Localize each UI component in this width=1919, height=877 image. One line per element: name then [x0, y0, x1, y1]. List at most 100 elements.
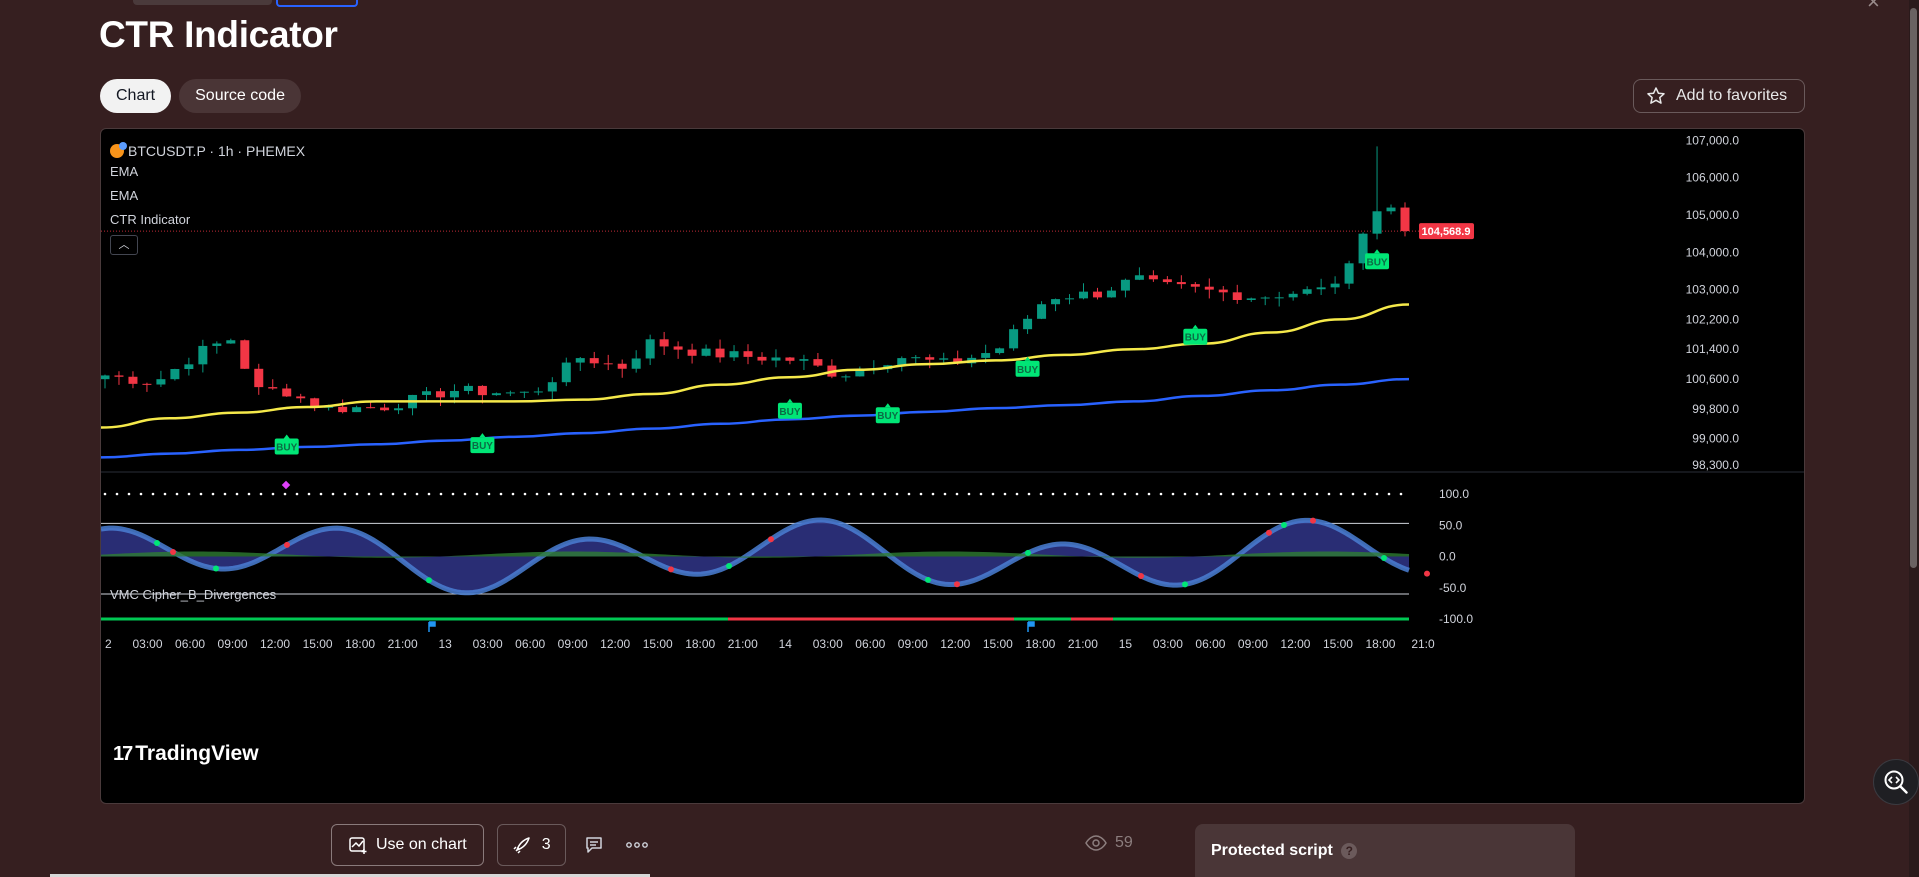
osc-dot: [475, 492, 479, 496]
wave-signal-dot: [426, 577, 432, 584]
candle-body: [101, 375, 110, 380]
use-on-chart-button[interactable]: Use on chart: [331, 824, 484, 866]
legend-symbol-row[interactable]: BTCUSDT.P · 1h · PHEMEX: [110, 139, 305, 163]
horizontal-scrollbar[interactable]: [50, 874, 650, 877]
chart-canvas[interactable]: 107,000.0 106,000.0 105,000.0 104,000.0 103,…: [101, 129, 1805, 804]
buy-signal-badge: [1015, 360, 1040, 377]
chevron-up-icon[interactable]: ︿: [110, 235, 138, 255]
comments-icon[interactable]: [579, 824, 609, 866]
buy-signal-label: BUY: [276, 442, 297, 453]
osc-dot: [823, 492, 827, 496]
buy-signal-badge: [777, 402, 802, 419]
candle-body: [1288, 293, 1298, 298]
ema-fast-line: [101, 303, 1410, 429]
wave-signal-dot: [1281, 522, 1287, 529]
osc-dot: [979, 492, 983, 496]
candle-body: [673, 346, 683, 350]
browser-tab-active[interactable]: [276, 0, 358, 7]
boost-button[interactable]: 3: [496, 824, 566, 866]
legend-ema-slow[interactable]: EMA: [110, 188, 139, 203]
candle-body: [366, 407, 376, 409]
time-tick-label: 15:00: [1323, 637, 1353, 651]
rocket-icon: [513, 837, 530, 854]
bitcoin-icon: [110, 142, 127, 158]
wave-signal-dot: [726, 562, 732, 569]
osc-dot: [967, 492, 971, 496]
candle-body: [1078, 291, 1088, 299]
osc-dot: [763, 492, 767, 496]
osc-dot: [595, 492, 599, 496]
osc-dot: [1039, 492, 1043, 496]
oscillator-label[interactable]: VMC Cipher_B_Divergences: [110, 587, 277, 602]
page-scrollbar[interactable]: [1909, 0, 1919, 877]
osc-dot: [295, 492, 299, 496]
chart-widget[interactable]: 107,000.0 106,000.0 105,000.0 104,000.0 103,…: [100, 128, 1805, 804]
osc-dot: [331, 492, 335, 496]
candle-body: [156, 379, 166, 385]
buy-signal-label: BUY: [1366, 257, 1387, 268]
wave-signal-dot: [954, 581, 960, 588]
tradingview-mark-icon: 17: [113, 742, 133, 765]
add-to-favorites-button[interactable]: Add to favorites: [1633, 79, 1805, 113]
osc-dot: [739, 492, 743, 496]
candle-body: [1358, 233, 1368, 264]
candle-body: [170, 369, 180, 380]
help-icon[interactable]: ?: [1341, 843, 1358, 859]
osc-dot: [547, 492, 551, 496]
candle-body: [1302, 289, 1312, 294]
time-tick-label: 12:00: [600, 637, 630, 651]
price-tick-label: 103,000.0: [1686, 283, 1740, 297]
time-tick-label: 21:00: [388, 637, 418, 651]
legend-ema-fast[interactable]: EMA: [110, 164, 139, 179]
osc-dot: [391, 492, 395, 496]
osc-dot: [175, 492, 179, 496]
osc-dot: [691, 492, 695, 496]
osc-dot: [319, 492, 323, 496]
candle-body: [310, 398, 320, 408]
osc-tick-label: 0.0: [1439, 550, 1456, 564]
osc-dot: [1339, 492, 1343, 496]
buy-signal-label: BUY: [1017, 365, 1038, 376]
osc-dot: [1135, 492, 1139, 496]
osc-dot: [955, 492, 959, 496]
osc-dot: [403, 492, 407, 496]
wave-signal-dot: [170, 548, 176, 555]
osc-dot: [535, 492, 539, 496]
tab-source-code[interactable]: Source code: [179, 79, 301, 113]
osc-dot: [811, 492, 815, 496]
close-icon[interactable]: ×: [1867, 0, 1880, 14]
candle-body: [1246, 298, 1256, 301]
osc-dot: [427, 492, 431, 496]
candle-body: [519, 391, 529, 393]
candle-body: [1232, 292, 1242, 301]
osc-dot: [559, 492, 563, 496]
osc-dot: [487, 492, 491, 496]
osc-dot: [883, 492, 887, 496]
osc-dot: [343, 492, 347, 496]
candle-body: [449, 390, 459, 398]
more-icon[interactable]: [622, 824, 652, 866]
scrollbar-thumb[interactable]: [1910, 8, 1917, 568]
osc-dot: [1183, 492, 1187, 496]
last-price-label: 104,568.9: [1422, 226, 1471, 238]
zoom-icon[interactable]: [1873, 759, 1919, 805]
browser-tab-placeholder[interactable]: [133, 0, 272, 5]
tab-chart[interactable]: Chart: [100, 79, 172, 113]
osc-dot: [247, 492, 251, 496]
osc-dot: [1015, 492, 1019, 496]
star-icon: [1647, 87, 1665, 104]
candle-body: [785, 357, 795, 361]
osc-dot: [1207, 492, 1211, 496]
view-tabs: Chart Source code: [100, 79, 301, 113]
candle-body: [282, 388, 292, 397]
osc-dot: [1387, 492, 1391, 496]
wave-signal-dot: [1310, 517, 1316, 524]
candle-body: [1092, 291, 1102, 298]
candle-body: [1023, 318, 1033, 330]
osc-dot: [727, 492, 731, 496]
candle-body: [491, 393, 501, 396]
legend-ctr-indicator[interactable]: CTR Indicator: [110, 212, 191, 227]
osc-dot: [139, 492, 143, 496]
candle-body: [1372, 211, 1382, 234]
wave-signal-dot: [154, 539, 160, 546]
